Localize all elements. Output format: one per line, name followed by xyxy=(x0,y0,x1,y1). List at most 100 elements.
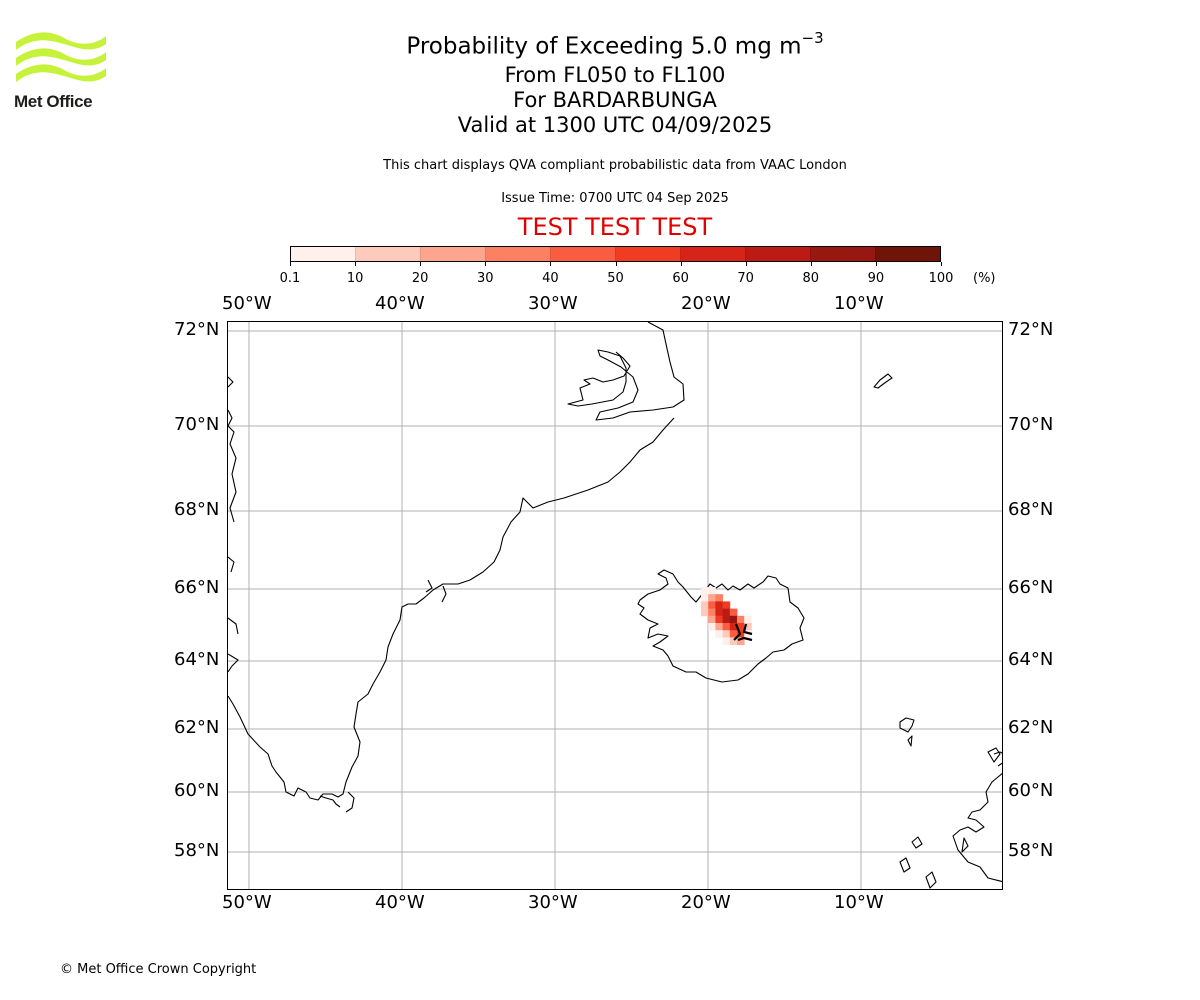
plume-cell xyxy=(722,608,731,617)
plume-cell xyxy=(729,637,738,645)
top-longitude-label: 10°W xyxy=(834,293,884,314)
colorbar-tick-label: 70 xyxy=(737,271,754,286)
bottom-longitude-label: 30°W xyxy=(528,892,578,913)
colorbar-tick xyxy=(550,262,552,266)
plume-cell xyxy=(708,608,716,617)
met-office-logo-icon xyxy=(16,32,106,82)
right-latitude-label: 64°N xyxy=(1008,649,1054,670)
colorbar-tick xyxy=(875,262,877,266)
copyright-notice: © Met Office Crown Copyright xyxy=(60,962,257,977)
right-latitude-label: 68°N xyxy=(1008,499,1054,520)
chart-header: Probability of Exceeding 5.0 mg m−3 From… xyxy=(0,24,1200,138)
plume-cell xyxy=(701,608,709,617)
left-latitude-label: 58°N xyxy=(174,840,220,861)
graticule xyxy=(228,322,1002,889)
probability-colorbar xyxy=(290,246,941,262)
colorbar-tick xyxy=(615,262,617,266)
right-latitude-label: 70°N xyxy=(1008,414,1054,435)
met-office-wordmark: Met Office xyxy=(14,92,93,111)
colorbar-tick xyxy=(941,262,942,266)
scottish-northern-isles-coast xyxy=(987,747,1002,767)
plume-cell xyxy=(722,615,731,624)
plume-cell xyxy=(715,601,723,609)
right-latitude-label: 60°N xyxy=(1008,780,1054,801)
plume-cell xyxy=(722,623,731,631)
plume-cell xyxy=(715,630,723,638)
valid-time: Valid at 1300 UTC 04/09/2025 xyxy=(457,112,773,137)
map-canvas xyxy=(228,322,1002,889)
chart-title: Probability of Exceeding 5.0 mg m−3 xyxy=(0,24,1200,63)
bottom-longitude-label: 50°W xyxy=(222,892,272,913)
plume-cell xyxy=(708,601,716,609)
colorbar-segment xyxy=(291,247,355,261)
colorbar-segment xyxy=(550,247,615,261)
colorbar-tick-label: 0.1 xyxy=(279,271,301,286)
right-latitude-label: 62°N xyxy=(1008,717,1054,738)
colorbar-tick-label: 30 xyxy=(477,271,494,286)
top-longitude-label: 50°W xyxy=(222,293,272,314)
right-latitude-label: 66°N xyxy=(1008,577,1054,598)
colorbar-tick-label: 60 xyxy=(672,271,689,286)
colorbar-unit: (%) xyxy=(973,271,996,286)
colorbar-segment xyxy=(420,247,485,261)
map-area xyxy=(227,321,1003,890)
colorbar-tick xyxy=(680,262,682,266)
plume-cell xyxy=(708,623,716,631)
colorbar-segment xyxy=(485,247,550,261)
plume-cell xyxy=(737,623,745,631)
colorbar-tick-label: 10 xyxy=(346,271,364,286)
title-prefix: Probability of Exceeding 5.0 mg m xyxy=(406,33,802,60)
plume-cell xyxy=(729,608,738,617)
volcano-name: For BARDARBUNGA xyxy=(513,87,717,112)
right-latitude-label: 58°N xyxy=(1008,840,1054,861)
ash-probability-plume xyxy=(701,587,752,645)
plume-cell xyxy=(722,630,731,638)
greenland-coast xyxy=(228,322,685,801)
plume-cell xyxy=(701,601,709,609)
left-latitude-label: 66°N xyxy=(174,577,220,598)
colorbar-tick xyxy=(355,262,357,266)
plume-cell xyxy=(715,608,723,617)
greenland-southern-tip xyxy=(319,791,355,813)
greenland-west-coast xyxy=(228,376,239,673)
plume-cell xyxy=(701,587,709,595)
colorbar-tick-label: 80 xyxy=(802,271,820,286)
jan-mayen-coast xyxy=(873,373,893,389)
plume-cell xyxy=(708,587,716,595)
bardarbunga-volcano-marker-icon xyxy=(733,623,753,642)
colorbar-tick-label: 50 xyxy=(607,271,624,286)
bottom-longitude-label: 10°W xyxy=(834,892,884,913)
coastlines xyxy=(228,322,1002,889)
plume-cell xyxy=(729,630,738,638)
top-longitude-label: 20°W xyxy=(681,293,731,314)
colorbar-tick-label: 100 xyxy=(928,271,954,286)
plume-cell xyxy=(722,601,731,609)
plume-cell xyxy=(744,623,752,631)
scotland-coast xyxy=(899,751,1002,889)
title-exponent: −3 xyxy=(801,29,824,47)
issue-time: Issue Time: 0700 UTC 04 Sep 2025 xyxy=(501,191,729,206)
test-banner: TEST TEST TEST xyxy=(517,213,713,241)
faroe-islands-coast xyxy=(899,717,915,747)
bottom-longitude-label: 20°W xyxy=(681,892,731,913)
plume-cell xyxy=(715,594,723,602)
plume-cell xyxy=(744,615,752,624)
plume-cell xyxy=(729,615,738,624)
left-latitude-label: 68°N xyxy=(174,499,220,520)
colorbar-tick xyxy=(290,262,291,266)
left-latitude-label: 62°N xyxy=(174,717,220,738)
plume-cell xyxy=(708,594,716,602)
plume-cell xyxy=(708,615,716,624)
top-longitude-label: 30°W xyxy=(528,293,578,314)
plume-cell xyxy=(729,623,738,631)
colorbar-segment xyxy=(355,247,420,261)
plume-cell xyxy=(722,637,731,645)
colorbar-segment xyxy=(680,247,745,261)
left-latitude-label: 70°N xyxy=(174,414,220,435)
plume-cell xyxy=(737,637,745,645)
colorbar-tick xyxy=(810,262,812,266)
plume-cell xyxy=(701,594,709,602)
colorbar-tick xyxy=(485,262,487,266)
colorbar-segment xyxy=(875,247,940,261)
colorbar-tick xyxy=(420,262,422,266)
